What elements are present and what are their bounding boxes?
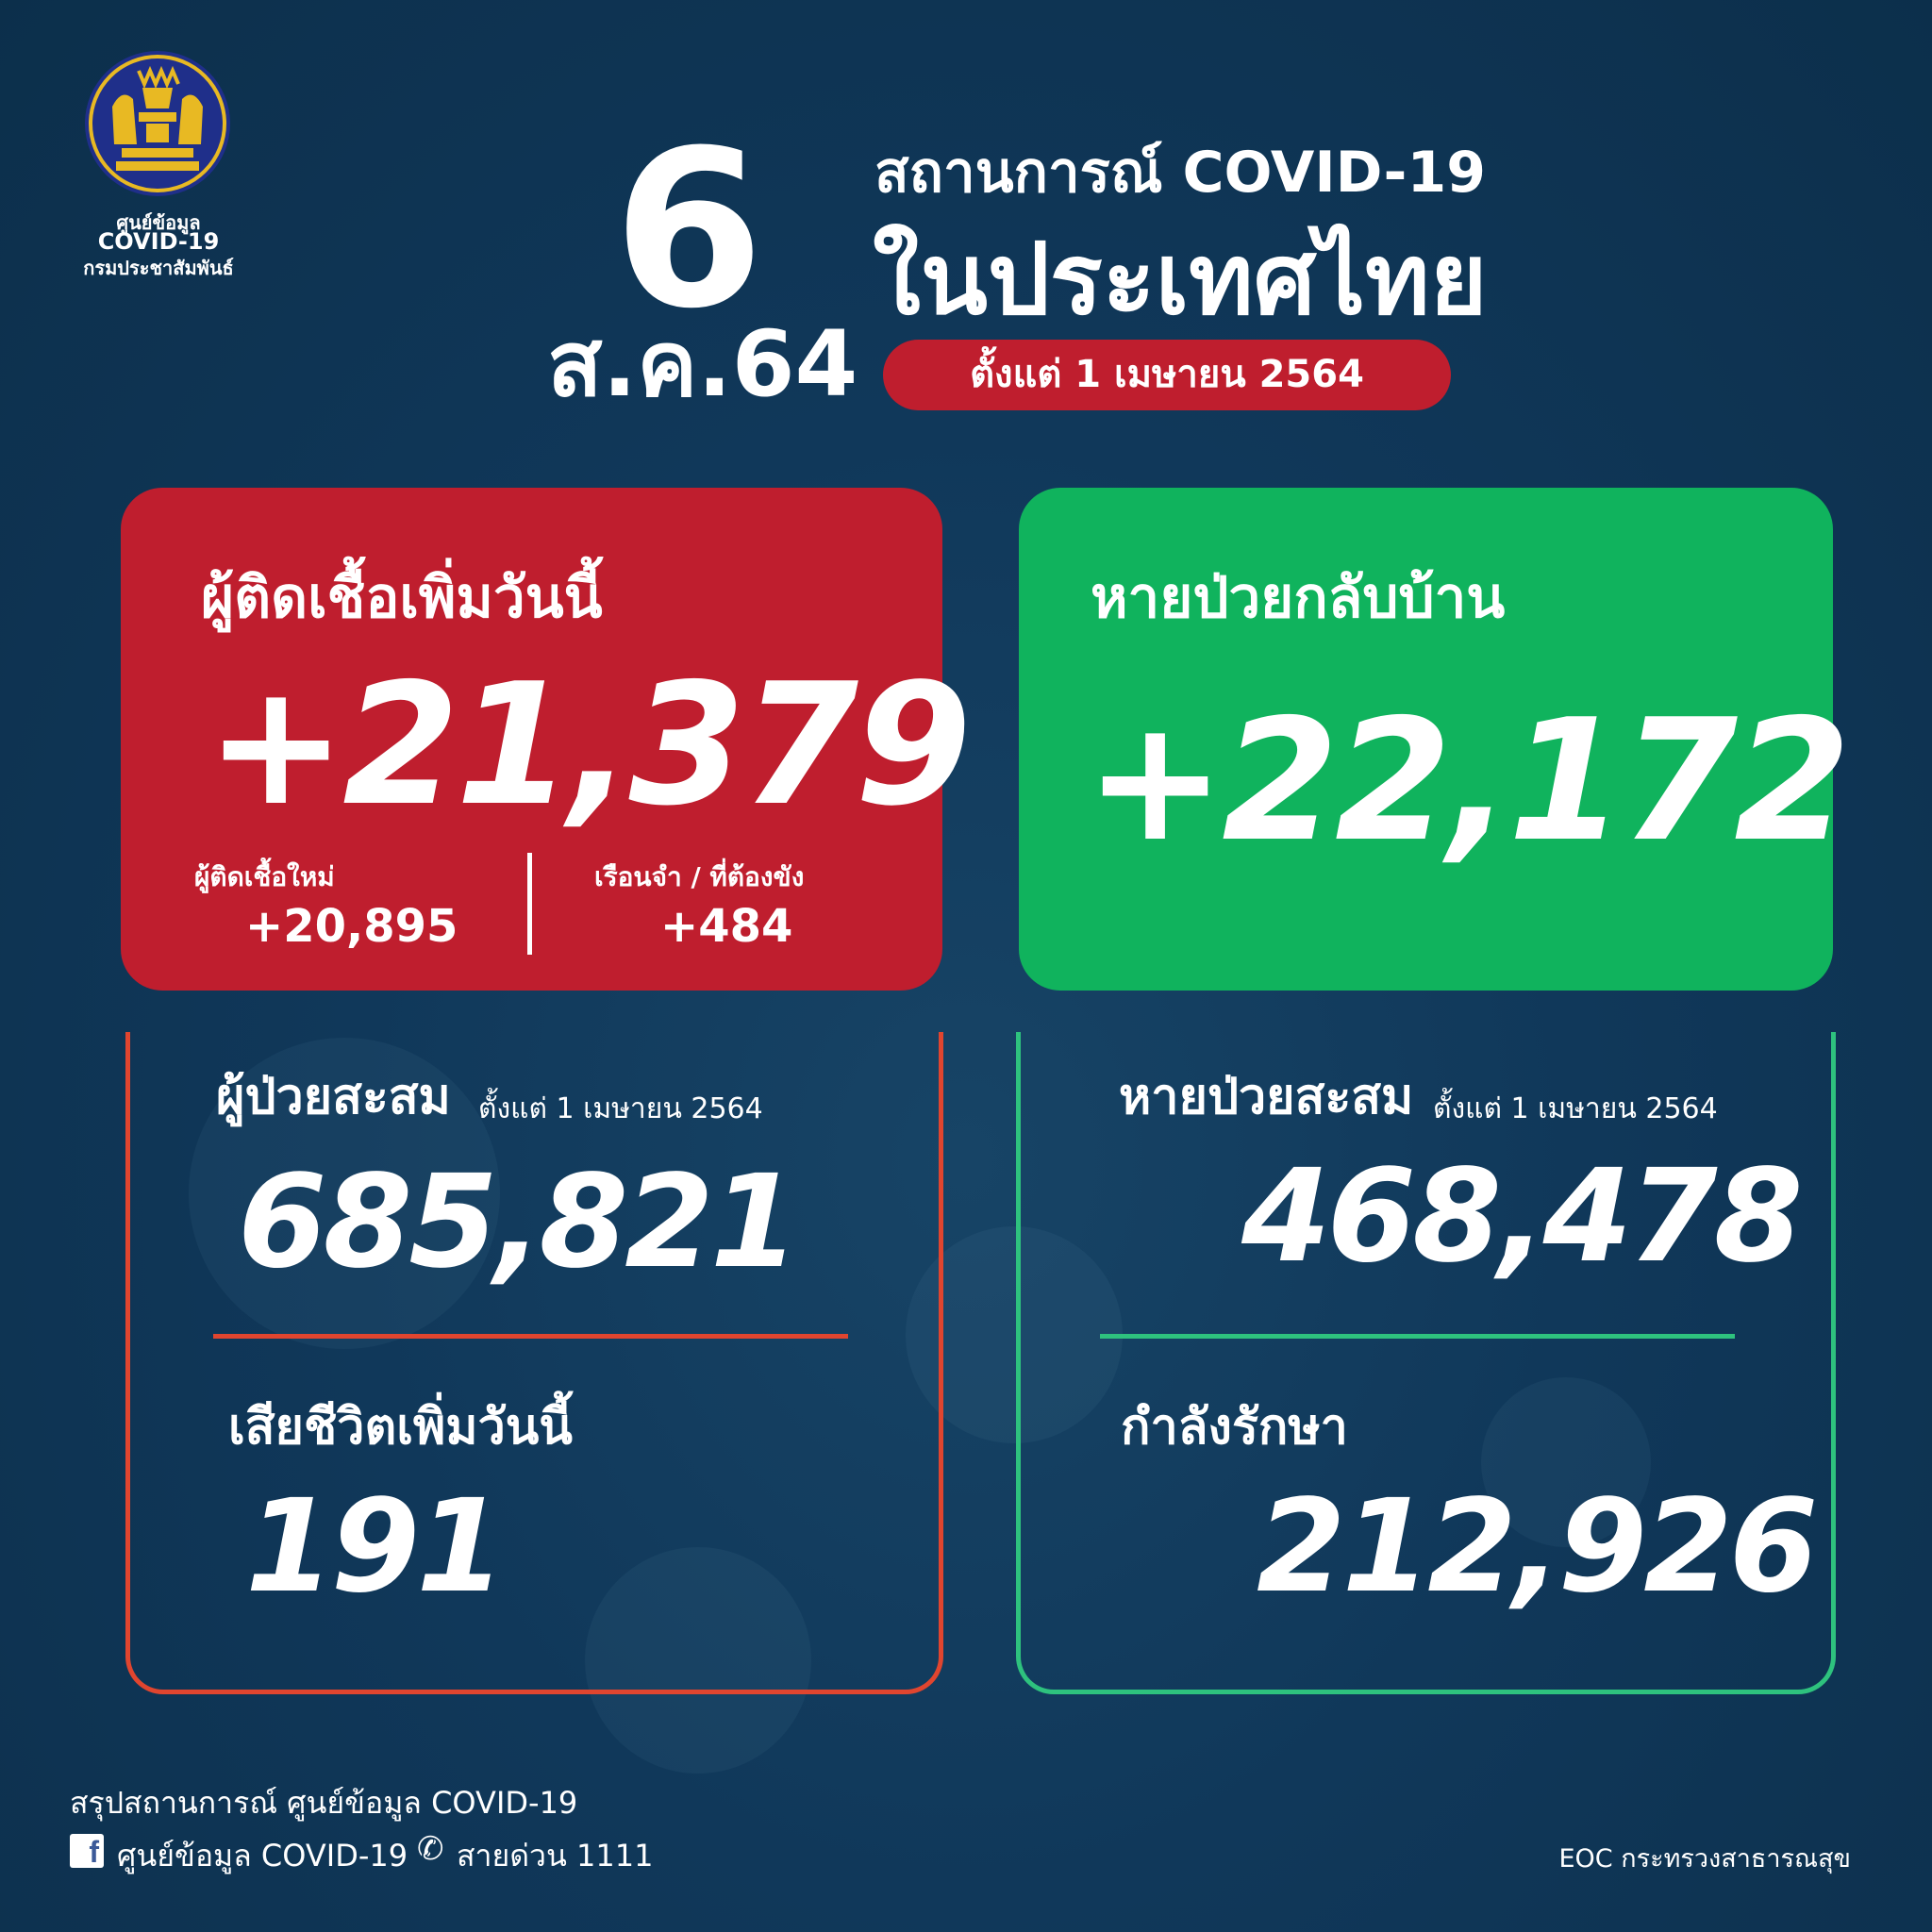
prison-cases-value: +484 (660, 900, 793, 953)
prison-cases-label: เรือนจำ / ที่ต้องขัง (594, 861, 805, 892)
cumulative-recovered-since: ตั้งแต่ 1 เมษายน 2564 (1433, 1092, 1718, 1125)
logo-line1: ศูนย์ข้อมูล (116, 211, 201, 234)
footer-facebook-name[interactable]: ศูนย์ข้อมูล COVID-19 (117, 1838, 408, 1874)
title-line1: สถานการณ์ COVID-19 (874, 140, 1486, 206)
footer-source: EOC กระทรวงสาธารณสุข (1558, 1844, 1851, 1874)
cumulative-recovered-label: หายป่วยสะสม (1119, 1069, 1414, 1125)
facebook-icon[interactable]: f (70, 1834, 104, 1869)
recovered-today-value: +22,172 (1085, 683, 1851, 878)
cumulative-cases-panel (125, 1032, 943, 1694)
in-treatment-value: 212,926 (1257, 1473, 1818, 1622)
virus-decoration (1481, 1377, 1651, 1547)
title-line2: ในประเทศไทย (873, 222, 1488, 337)
footer-hotline: สายด่วน 1111 (457, 1838, 654, 1874)
date-month-year: ส.ค.64 (547, 311, 858, 417)
logo-line2: COVID-19 (97, 228, 220, 255)
deaths-today-label: เสียชีวิตเพิ่มวันนี้ (228, 1399, 573, 1456)
green-divider (1100, 1334, 1735, 1339)
cumulative-cases-since: ตั้งแต่ 1 เมษายน 2564 (478, 1092, 763, 1125)
red-divider (213, 1334, 848, 1339)
recovered-today-label: หายป่วยกลับบ้าน (1091, 565, 1506, 631)
virus-decoration (189, 1038, 500, 1349)
new-cases-value: +21,379 (206, 647, 972, 842)
recovered-today-card (1019, 488, 1833, 991)
cumulative-recovered-value: 468,478 (1241, 1142, 1803, 1291)
since-pill: ตั้งแต่ 1 เมษายน 2564 (883, 340, 1451, 410)
virus-decoration (585, 1547, 811, 1774)
deaths-today-value: 191 (245, 1473, 506, 1622)
thai-government-seal-icon (84, 50, 231, 197)
cumulative-cases-value: 685,821 (238, 1148, 799, 1297)
local-cases-value: +20,895 (245, 900, 458, 953)
local-cases-label: ผู้ติดเชื้อใหม่ (194, 861, 335, 892)
cumulative-cases-label: ผู้ป่วยสะสม (216, 1069, 451, 1125)
logo-line3: กรมประชาสัมพันธ์ (83, 257, 234, 279)
in-treatment-label: กำลังรักษา (1121, 1399, 1348, 1456)
cumulative-recovered-panel (1016, 1032, 1836, 1694)
date-day: 6 (612, 105, 765, 357)
phone-icon: ✆ (417, 1830, 444, 1868)
new-cases-label: ผู้ติดเชื้อเพิ่มวันนี้ (201, 565, 603, 631)
footer-summary: สรุปสถานการณ์ ศูนย์ข้อมูล COVID-19 (70, 1785, 578, 1821)
card-divider (527, 853, 532, 955)
